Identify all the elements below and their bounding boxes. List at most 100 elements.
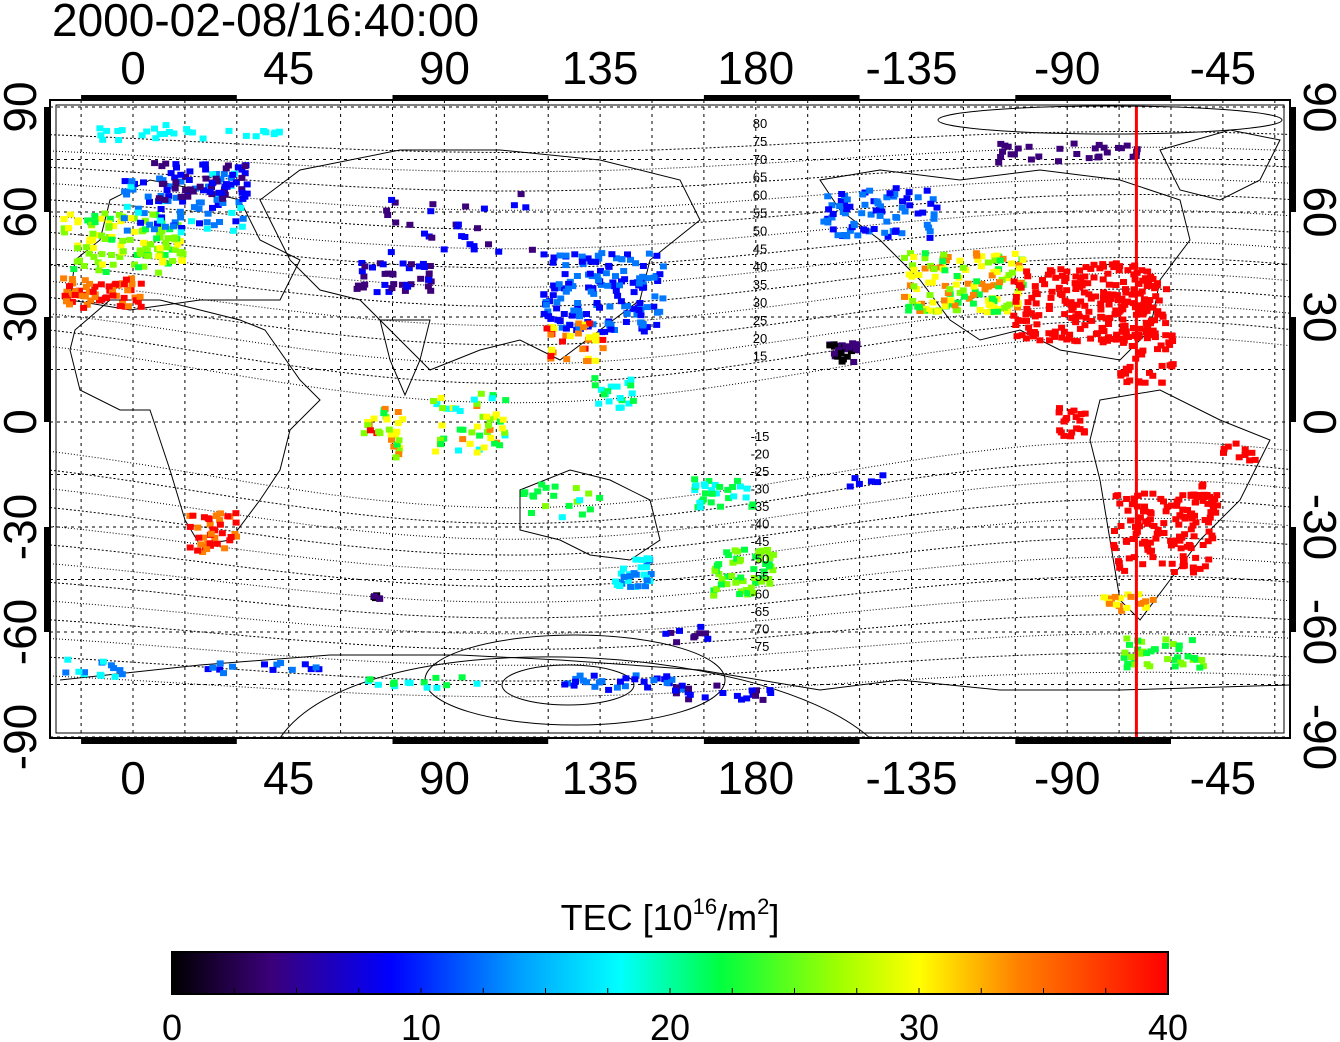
tec-point [627,382,635,389]
tec-point [1105,334,1112,341]
tec-point [359,284,367,291]
tec-point [1071,280,1079,287]
coastline-path [1159,129,1281,201]
tec-point [1027,310,1035,317]
lon-label-top: -45 [1190,42,1256,94]
tec-point [1164,656,1172,663]
tec-point [678,686,686,693]
tec-point [985,283,993,290]
tec-point [941,282,949,289]
tec-point [105,283,113,290]
tec-point [1031,283,1039,290]
tec-point [1138,638,1146,645]
tec-point [128,275,136,282]
tec-point [1147,282,1155,289]
tec-point [1177,545,1185,552]
tec-point [1149,372,1157,379]
tec-point [399,416,407,423]
tec-point [849,341,857,348]
tec-point [93,232,101,239]
tec-point [354,282,362,289]
tec-point [672,687,679,694]
tec-point [685,685,692,692]
tec-point [1116,595,1124,602]
tec-point [910,283,918,290]
tec-point [366,427,374,434]
frame-tick-bar [703,738,860,744]
tec-point [747,584,755,591]
tec-point [1032,330,1039,337]
tec-point [151,160,159,167]
tec-point [752,553,760,560]
tec-point [474,225,481,232]
tec-point [644,304,651,311]
tec-point [142,226,149,233]
tec-point [749,590,757,596]
tec-point [1076,283,1084,290]
tec-point [561,271,569,278]
tec-point [1012,294,1020,300]
tec-point [1073,425,1081,432]
tec-point [63,288,71,295]
tec-point [1118,303,1126,310]
tec-point [385,288,393,295]
tec-point [988,272,996,279]
tec-point [1175,642,1183,649]
tec-point [161,252,169,258]
tec-point [540,291,548,298]
tec-point [1122,370,1129,377]
tec-point [185,177,193,183]
tec-point [825,206,833,213]
tec-point [195,534,203,541]
tec-point [202,166,210,173]
tec-point [201,161,209,168]
tec-point [1189,564,1197,571]
tec-point [1143,283,1151,289]
tec-point [443,405,451,412]
tec-point [930,266,938,273]
tec-point [616,395,624,401]
tec-point [561,681,569,688]
tec-point [901,254,908,261]
tec-point [392,432,400,438]
tec-point [1101,296,1109,303]
tec-point [691,633,699,640]
tec-point [154,220,161,227]
tec-point [60,225,68,232]
tec-point [404,283,412,290]
tec-point [1080,289,1088,296]
tec-point [1246,457,1254,464]
tec-point [829,211,837,217]
tec-point [715,571,723,578]
tec-point [653,321,661,328]
tec-point [1085,155,1093,162]
tec-point [667,629,675,636]
tec-point [221,545,229,552]
tec-point [1071,337,1079,344]
tec-point [220,670,227,677]
tec-point [521,489,529,496]
tec-point [1122,365,1130,372]
tec-point [650,677,658,684]
tec-point [171,185,179,192]
tec-point [212,171,220,177]
tec-point [208,184,215,191]
tec-point [1198,483,1206,490]
tec-point [555,281,563,288]
tec-point [1204,538,1212,545]
tec-point [591,382,599,389]
tec-point [1179,553,1187,560]
tec-point [1241,446,1249,453]
tec-point [1170,569,1178,575]
tec-point [1056,290,1064,297]
frame-tick-bar [703,95,860,101]
tec-point [1115,267,1123,274]
tec-point [241,193,249,200]
tec-point [831,343,838,350]
tec-point [1193,494,1201,501]
tec-point [1099,276,1107,283]
tec-point [153,235,161,242]
contour-label: -40 [751,517,770,532]
tec-point [1085,308,1093,315]
tec-point [1109,291,1117,298]
